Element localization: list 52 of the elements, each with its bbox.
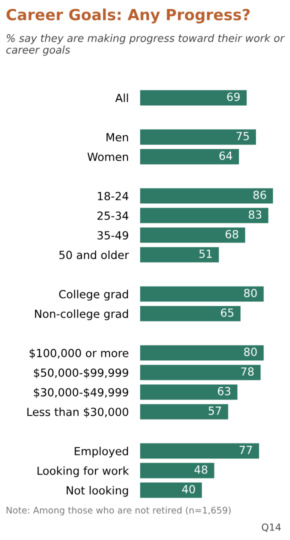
data-label: 75	[236, 132, 249, 140]
bar	[140, 247, 219, 262]
y-tick-label: Less than $30,000	[27, 407, 128, 418]
text: Note: Among those who are not retired (n=1,659)	[6, 506, 231, 516]
y-tick-label: Non-college grad	[35, 309, 128, 320]
bar	[140, 90, 247, 106]
data-label: 57	[208, 406, 222, 415]
bar	[140, 306, 241, 322]
bar	[140, 384, 238, 400]
y-tick-label: 50 and older	[59, 250, 129, 260]
bar	[140, 208, 268, 224]
bar	[140, 227, 246, 243]
bar	[140, 443, 260, 459]
y-tick-label: $100,000 or more	[30, 348, 128, 359]
y-tick-label: 35-49	[98, 231, 128, 240]
data-label: 78	[241, 367, 254, 376]
data-label: 80	[244, 288, 257, 298]
text: Q14	[262, 523, 281, 532]
y-tick-label: Women	[87, 152, 128, 162]
data-label: 83	[248, 210, 262, 219]
y-tick-label: Employed	[74, 446, 128, 458]
data-label: 48	[194, 465, 208, 474]
data-label: 77	[240, 446, 252, 454]
data-label: 86	[253, 190, 266, 200]
data-label: 51	[199, 250, 212, 258]
bar	[140, 129, 256, 145]
chart-subtitle: % say they are making progress toward their work or career goals	[6, 34, 285, 56]
bar	[140, 188, 273, 204]
chart-title: Career Goals: Any Progress?	[6, 8, 250, 24]
y-tick-label: Not looking	[66, 486, 128, 497]
y-tick-label: All	[115, 94, 128, 102]
y-tick-label: Looking for work	[38, 466, 129, 478]
data-label: 40	[182, 485, 195, 494]
data-label: 64	[219, 151, 232, 160]
bar	[140, 364, 261, 380]
data-label: 68	[226, 230, 238, 238]
y-tick-label: College grad	[59, 290, 128, 301]
y-tick-label: Men	[106, 133, 128, 142]
bar	[140, 286, 264, 302]
y-tick-label: 18-24	[98, 192, 128, 200]
bar	[140, 462, 214, 478]
bar	[140, 482, 202, 498]
bar	[140, 404, 228, 420]
data-label: 80	[244, 348, 257, 356]
y-tick-label: 25-34	[97, 212, 128, 220]
y-tick-label: $30,000-$49,999	[34, 388, 128, 398]
y-tick-label: $50,000-$99,999	[34, 368, 128, 378]
bar	[140, 345, 264, 361]
bar	[140, 149, 239, 164]
data-label: 69	[227, 92, 240, 102]
data-label: 63	[218, 386, 230, 396]
data-label: 65	[220, 308, 234, 317]
